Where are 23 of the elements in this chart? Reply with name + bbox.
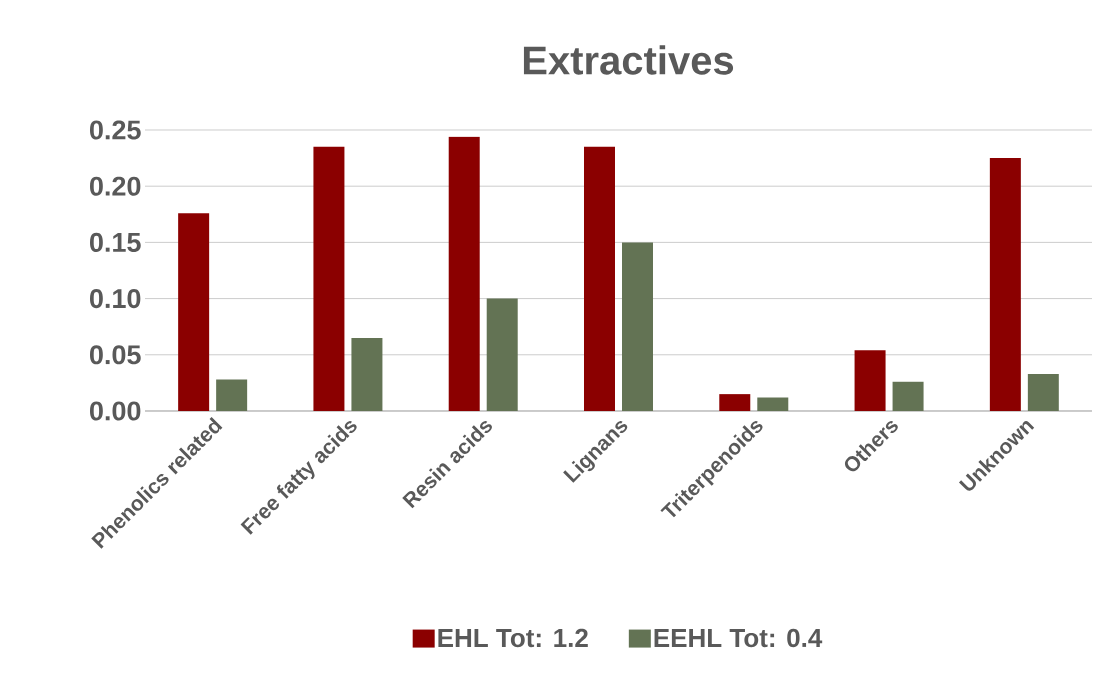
bar <box>622 242 653 411</box>
bar <box>351 337 383 411</box>
y-tick-label: 0.05 <box>89 345 141 365</box>
legend-label: EEHL Tot: 0.4 <box>654 628 823 648</box>
bar <box>719 394 751 411</box>
y-tick-label: 0.10 <box>89 289 141 309</box>
bar <box>216 379 248 411</box>
bar <box>584 146 615 411</box>
bar <box>989 158 1021 411</box>
bar <box>313 146 345 411</box>
bar <box>757 397 789 411</box>
y-tick-label: 0.25 <box>89 120 141 140</box>
y-tick-label: 0.15 <box>89 232 141 252</box>
y-tick-label: 0.20 <box>89 176 141 196</box>
bar <box>486 298 518 411</box>
bar <box>448 136 480 411</box>
bar <box>178 213 210 411</box>
y-tick-label: 0.00 <box>89 401 141 421</box>
bar <box>1027 373 1059 411</box>
bar <box>854 350 886 411</box>
chart-title: Extractives <box>523 45 734 75</box>
legend-label: EHL Tot: 1.2 <box>438 628 588 648</box>
bar <box>892 381 924 411</box>
